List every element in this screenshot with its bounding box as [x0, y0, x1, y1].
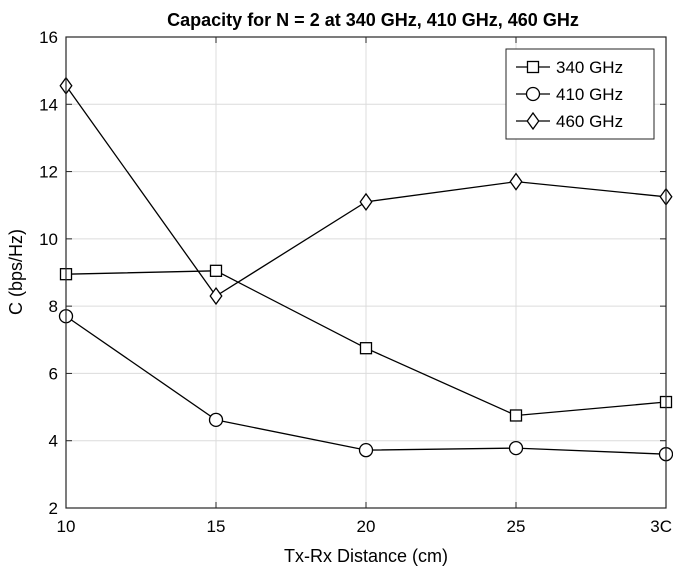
diamond-marker — [209, 286, 223, 306]
diamond-marker — [509, 172, 523, 191]
y-tick-label: 8 — [49, 297, 58, 316]
chart-title: Capacity for N = 2 at 340 GHz, 410 GHz, … — [167, 10, 579, 30]
legend-circle-marker — [525, 86, 541, 102]
series-diamond — [59, 76, 673, 306]
legend-label: 340 GHz — [556, 58, 623, 77]
y-axis-label: C (bps/Hz) — [6, 229, 26, 315]
circle-marker — [358, 442, 374, 458]
x-tick-label: 10 — [57, 517, 76, 536]
y-tick-label: 2 — [49, 499, 58, 518]
y-tick-label: 16 — [39, 28, 58, 47]
y-tick-label: 10 — [39, 230, 58, 249]
y-tick-label: 14 — [39, 95, 58, 114]
series-circle — [58, 309, 673, 462]
x-tick-label: 3C — [650, 517, 672, 536]
legend-diamond-marker — [526, 111, 540, 131]
square-marker — [209, 264, 223, 277]
legend-label: 410 GHz — [556, 85, 623, 104]
legend-square-marker — [526, 60, 540, 74]
y-tick-label: 12 — [39, 163, 58, 182]
circle-marker — [508, 440, 524, 456]
circle-marker — [208, 412, 224, 428]
y-tick-label: 6 — [49, 364, 58, 383]
legend-label: 460 GHz — [556, 112, 623, 131]
diamond-marker — [359, 192, 373, 211]
y-tick-label: 4 — [49, 432, 58, 451]
square-marker — [509, 409, 523, 422]
x-tick-label: 20 — [357, 517, 376, 536]
x-tick-label: 15 — [207, 517, 226, 536]
x-axis-label: Tx-Rx Distance (cm) — [284, 546, 448, 566]
square-marker — [359, 342, 373, 355]
x-tick-label: 25 — [507, 517, 526, 536]
